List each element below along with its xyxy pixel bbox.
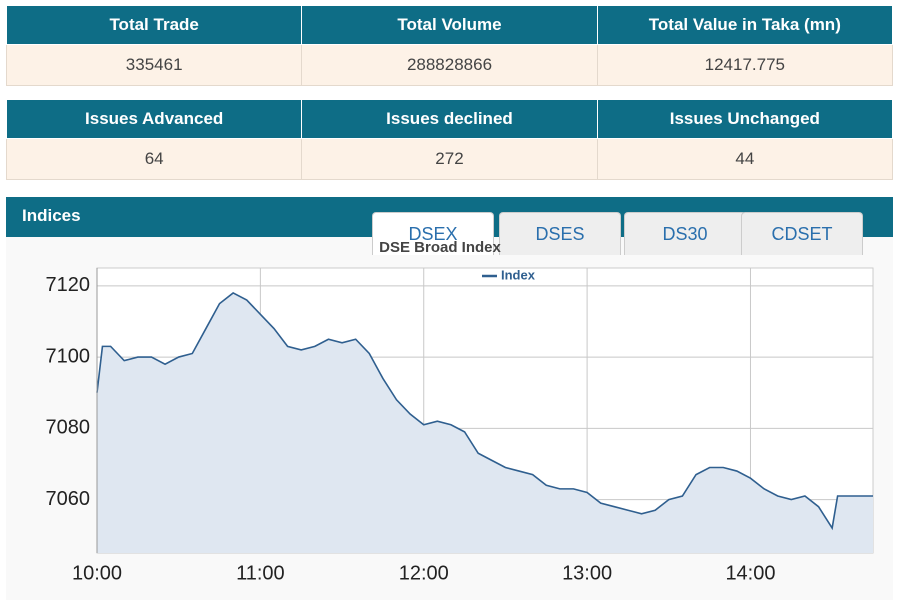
tab[interactable]: CDSET	[741, 212, 863, 255]
value: 272	[301, 138, 598, 180]
tab[interactable]: DS30	[624, 212, 746, 255]
header: Total Value in Taka (mn)	[596, 5, 894, 45]
header: Issues Unchanged	[596, 99, 894, 139]
indices-title: Indices	[22, 206, 81, 225]
header: Issues Advanced	[5, 99, 303, 139]
value: 64	[5, 138, 303, 180]
value: 288828866	[301, 44, 598, 86]
header: Total Trade	[5, 5, 303, 45]
stats-table: Total Trade Total Volume Total Value in Ta…	[5, 5, 894, 86]
tab[interactable]: DSEX	[372, 212, 494, 255]
issues-table: Issues Advanced Issues declined Issues Unc…	[5, 99, 894, 180]
value: 12417.775	[596, 44, 894, 86]
tab[interactable]: DSES	[499, 212, 621, 255]
value: 335461	[5, 44, 303, 86]
header: Issues declined	[301, 99, 598, 139]
header: Total Volume	[301, 5, 598, 45]
value: 44	[596, 138, 894, 180]
chart-panel	[6, 237, 893, 600]
